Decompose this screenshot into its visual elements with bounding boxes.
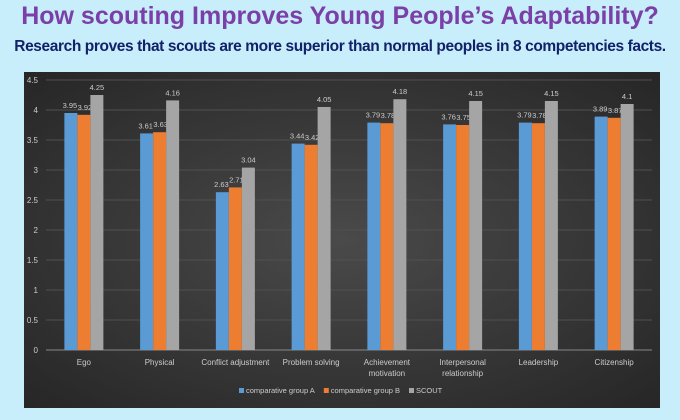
- y-tick-label: 3: [34, 166, 39, 175]
- data-label: 3.78: [381, 111, 396, 120]
- bar: [291, 143, 305, 350]
- data-label: 3.44: [290, 132, 305, 141]
- x-tick-label: Problem solving: [283, 358, 340, 367]
- bar: [443, 124, 457, 351]
- bar: [153, 132, 167, 350]
- data-label: 3.76: [441, 112, 456, 121]
- x-tick-label: Conflict adjustment: [201, 358, 270, 367]
- y-tick-label: 2.5: [27, 196, 39, 205]
- data-label: 2.63: [214, 180, 229, 189]
- y-tick-label: 4: [34, 106, 39, 115]
- data-label: 3.87: [608, 106, 623, 115]
- bar: [607, 117, 621, 350]
- data-label: 4.18: [393, 87, 408, 96]
- bar: [544, 101, 558, 350]
- bar: [531, 123, 545, 350]
- legend-swatch: [323, 388, 329, 393]
- bar: [469, 101, 483, 350]
- y-tick-label: 1.5: [27, 256, 39, 265]
- data-label: 4.15: [468, 89, 483, 98]
- bar: [90, 95, 104, 350]
- x-tick-label: Citizenship: [595, 358, 635, 367]
- legend-entry: comparative group A: [246, 386, 315, 395]
- data-label: 2.71: [229, 175, 244, 184]
- data-label: 3.78: [532, 111, 547, 120]
- y-tick-label: 0.5: [27, 316, 39, 325]
- data-label: 3.04: [241, 156, 256, 165]
- x-tick-label: Leadership: [519, 358, 559, 367]
- chart-panel: 0 0.5 1 1.5 2 2.5 3 3.5 4 4.5 3.95 3.92 4.25 Ego 3.61 3…: [24, 72, 660, 408]
- data-label: 3.89: [593, 105, 608, 114]
- data-label: 3.61: [138, 121, 153, 130]
- data-label: 3.75: [456, 113, 471, 122]
- bar: [304, 144, 318, 350]
- bar: [228, 187, 242, 350]
- bar: [393, 99, 407, 350]
- data-label: 4.05: [317, 95, 332, 104]
- data-label: 3.63: [153, 120, 168, 129]
- legend-entry: SCOUT: [416, 386, 443, 395]
- chart-title: How scouting Improves Young People’s Ada…: [21, 2, 659, 30]
- bar: [367, 122, 381, 350]
- data-label: 3.92: [78, 103, 93, 112]
- bar: [317, 107, 331, 350]
- bar: [620, 104, 634, 350]
- bar: [140, 133, 154, 350]
- x-tick-label: Physical: [145, 358, 175, 367]
- y-tick-label: 0: [34, 346, 39, 355]
- legend-swatch: [409, 388, 414, 393]
- legend-swatch: [239, 388, 244, 393]
- data-label: 4.15: [544, 89, 559, 98]
- x-tick-label: relationship: [442, 369, 483, 378]
- bar: [64, 113, 78, 350]
- y-tick-label: 2: [34, 226, 39, 235]
- y-tick-label: 3.5: [27, 136, 39, 145]
- bar: [380, 123, 394, 350]
- data-label: 3.79: [366, 111, 381, 120]
- data-label: 3.95: [63, 101, 78, 110]
- data-label: 3.79: [517, 111, 532, 120]
- x-tick-label: Ego: [77, 358, 92, 367]
- bar: [215, 192, 229, 350]
- legend-entry: comparative group B: [331, 386, 400, 395]
- bar: [518, 122, 532, 350]
- bar: [166, 100, 180, 351]
- x-tick-label: Interpersonal: [439, 358, 486, 367]
- data-label: 4.25: [90, 83, 105, 92]
- data-label: 4.1: [622, 92, 632, 101]
- x-tick-label: Achievement: [364, 358, 411, 367]
- data-label: 3.42: [305, 133, 320, 142]
- data-label: 4.16: [165, 88, 180, 97]
- bar: [456, 125, 470, 350]
- x-tick-label: motivation: [369, 369, 405, 378]
- bar: [594, 116, 608, 350]
- y-tick-label: 4.5: [27, 76, 39, 85]
- bar: [241, 167, 255, 350]
- bar: [77, 114, 91, 350]
- y-tick-label: 1: [34, 286, 39, 295]
- chart-subtitle: Research proves that scouts are more sup…: [14, 38, 666, 55]
